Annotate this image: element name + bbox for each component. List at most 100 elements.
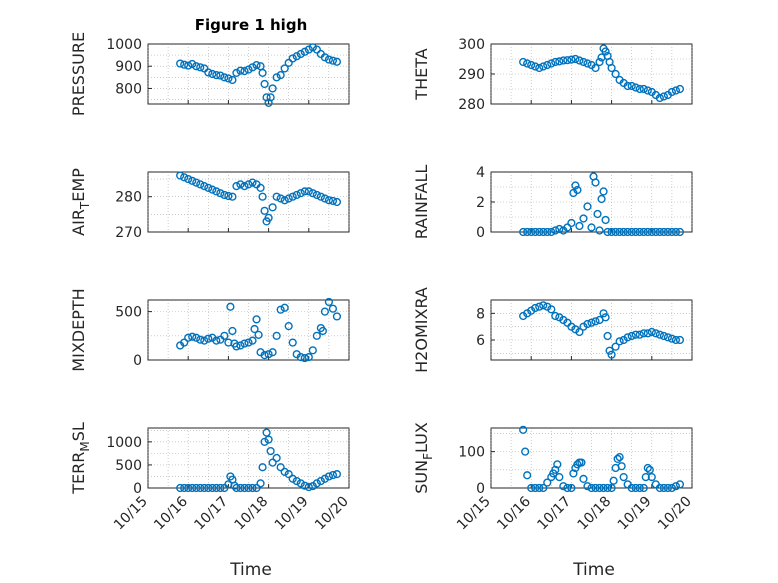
data-point [268,348,277,357]
data-point [260,79,269,89]
data-point [627,331,636,341]
data-point [284,58,293,67]
data-point [324,297,334,307]
data-point [591,483,600,493]
data-point [220,73,229,82]
data-point [280,303,289,312]
data-point [643,86,652,95]
data-point [535,63,544,73]
subplot-theta: 280 290 300 THETA [412,37,693,113]
data-point [288,54,297,63]
data-point [304,482,313,492]
data-point [200,182,209,191]
data-point [583,319,592,329]
data-point [288,192,297,201]
data-point [328,56,338,65]
series-markers [176,171,342,226]
data-point [192,62,201,71]
data-point [188,59,197,69]
data-point [643,463,652,473]
y-tick-label: 300 [458,37,485,53]
data-point [667,87,677,97]
series-markers [519,44,685,103]
y-tick-label: 2 [476,195,485,211]
data-point [655,330,664,339]
y-axis-label: AIRTEMP [69,168,92,236]
data-point [232,182,241,191]
data-point [196,335,205,344]
series-markers [176,428,342,493]
data-point [240,339,249,348]
data-point [196,483,205,493]
data-point [551,57,560,67]
data-point [619,227,628,237]
data-point [232,483,241,493]
data-point [276,194,285,203]
data-point [551,226,560,235]
data-point [318,326,327,336]
series-markers [176,297,342,363]
data-point [188,176,197,185]
data-point [627,227,636,237]
data-point [260,206,269,215]
grid [147,428,350,488]
data-point [615,337,624,346]
data-point [573,460,582,469]
data-point [320,474,329,483]
data-point [631,483,640,493]
data-point [192,333,201,342]
data-point [583,59,592,68]
y-tick-label: 0 [476,225,485,241]
data-point [256,183,265,192]
data-point [268,203,277,212]
y-axis-label: THETA [412,48,431,100]
data-point [627,81,636,91]
subplot-air-temp: 270 280 AIRTEMP [69,168,350,241]
y-axis-label: SUNFLUX [412,422,435,494]
data-point [571,54,580,64]
data-point [244,483,253,493]
data-point [176,483,185,493]
data-point [539,227,548,237]
x-axis-label-left: Time [229,560,272,580]
data-point [523,59,532,68]
data-point [220,331,229,340]
data-point [563,483,572,493]
data-point [603,331,612,341]
data-point [320,194,329,203]
grid [490,428,693,488]
data-point [204,68,213,77]
data-point [643,227,652,237]
data-point [258,463,267,472]
data-point [667,483,677,493]
data-point [573,185,582,195]
data-point [236,66,245,75]
data-point [280,64,289,73]
data-point [296,352,305,362]
y-axis-label: RAINFALL [412,165,431,240]
data-point [631,330,640,339]
data-point [324,55,334,64]
data-point [188,332,197,341]
data-point [623,333,632,342]
data-point [256,479,265,488]
data-point [184,174,193,184]
data-point [252,61,261,70]
y-tick-label: 6 [476,333,485,349]
data-point [675,227,685,237]
data-point [607,227,616,237]
data-point [559,56,568,65]
data-point [601,215,610,225]
data-point [571,181,580,190]
data-point [308,346,317,355]
data-point [635,84,644,94]
data-point [192,178,201,187]
y-tick-label: 800 [115,81,142,97]
data-point [248,63,257,72]
data-point [647,227,656,237]
subplot-pressure: 800 900 1000 PRESSURE [69,32,350,116]
data-point [599,309,608,318]
subplot-rainfall: 0 2 4 RAINFALL [412,165,693,241]
